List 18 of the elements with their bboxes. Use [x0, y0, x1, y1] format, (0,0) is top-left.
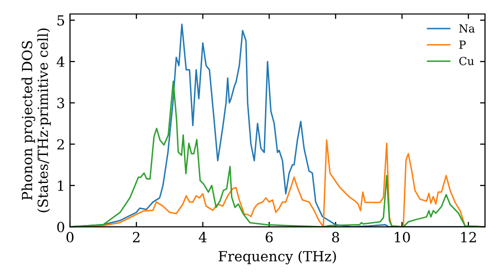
y-axis-title: Phonon projected DOS (States/THz·primitive cell): [22, 28, 51, 212]
x-tick-label: 2: [132, 232, 140, 242]
x-tick-label: 12: [461, 232, 476, 242]
x-tick-label: 6: [266, 232, 273, 242]
x-tick-label: 0: [66, 232, 74, 242]
x-tick-label: 4: [198, 232, 207, 242]
x-axis-title: Frequency (THz): [218, 250, 336, 264]
legend-label: Na: [459, 24, 475, 33]
legend-label: P: [459, 40, 466, 49]
y-tick-label: 2: [57, 139, 64, 150]
y-tick-label: 3: [57, 98, 64, 108]
y-tick-label: 5: [57, 15, 64, 26]
legend-label: Cu: [459, 56, 474, 66]
x-tick-label: 10: [394, 232, 410, 242]
y-tick-label: 4: [56, 56, 64, 67]
x-tick-label: 8: [332, 232, 340, 242]
y-tick-label: 1: [58, 180, 64, 191]
y-tick-label: 0: [57, 222, 64, 232]
